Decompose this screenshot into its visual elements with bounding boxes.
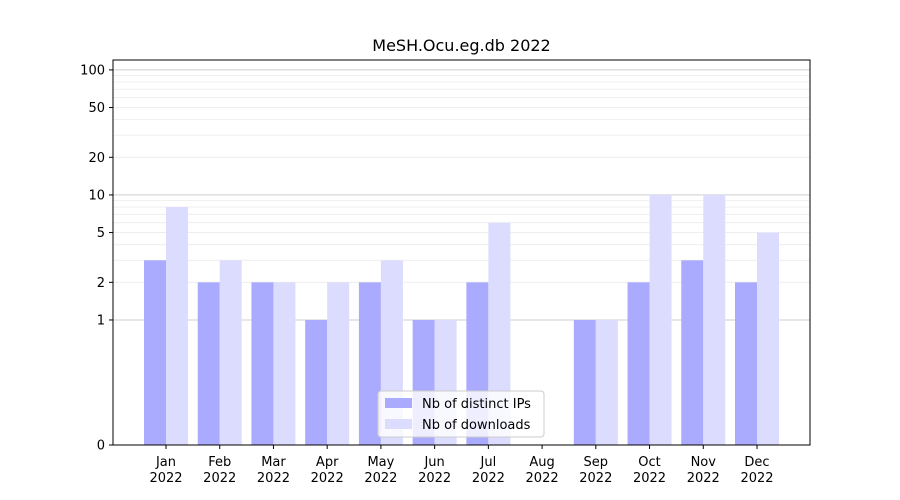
- legend-label: Nb of downloads: [422, 418, 531, 433]
- chart-title: MeSH.Ocu.eg.db 2022: [372, 36, 550, 55]
- bar: [627, 282, 650, 445]
- x-tick-sublabel: 2022: [311, 471, 344, 486]
- x-tick-label: Feb: [208, 455, 231, 470]
- x-tick-label: Jan: [155, 455, 176, 470]
- x-tick-label: Nov: [691, 455, 717, 470]
- y-tick-label: 10: [88, 188, 105, 203]
- x-tick-sublabel: 2022: [203, 471, 236, 486]
- y-tick-label: 0: [97, 439, 105, 454]
- y-tick-label: 5: [97, 226, 105, 241]
- x-tick-label: Jul: [480, 455, 497, 470]
- y-axis: 0 1 2 5 10 20 50 100: [80, 63, 113, 454]
- bar: [327, 282, 350, 445]
- bar: [573, 319, 596, 445]
- plot-frame: [112, 59, 811, 446]
- legend-box: [377, 390, 545, 438]
- legend: Nb of distinct IPs Nb of downloads: [377, 390, 545, 438]
- bar: [488, 222, 511, 445]
- x-axis: Jan2022Feb2022Mar2022Apr2022May2022Jun20…: [149, 445, 774, 486]
- bars: [144, 194, 779, 445]
- bar: [144, 260, 166, 445]
- y-tick-label: 1: [97, 313, 105, 328]
- y-tick-label: 20: [88, 151, 105, 166]
- x-tick-label: Jun: [423, 455, 444, 470]
- x-tick-sublabel: 2022: [740, 471, 773, 486]
- bar: [358, 282, 381, 445]
- grid: [113, 69, 810, 321]
- bar: [166, 207, 188, 445]
- x-tick-sublabel: 2022: [526, 471, 559, 486]
- y-tick-label: 2: [97, 276, 105, 291]
- x-tick-sublabel: 2022: [418, 471, 451, 486]
- x-tick-label: Sep: [584, 455, 609, 470]
- legend-label: Nb of distinct IPs: [422, 397, 531, 412]
- x-tick-label: Apr: [316, 455, 339, 470]
- x-tick-sublabel: 2022: [472, 471, 505, 486]
- legend-swatch: [385, 419, 412, 429]
- x-tick-sublabel: 2022: [579, 471, 612, 486]
- bar: [273, 282, 296, 445]
- y-tick-label: 50: [88, 101, 105, 116]
- x-tick-sublabel: 2022: [364, 471, 397, 486]
- bar: [649, 194, 672, 445]
- bar: [703, 194, 726, 445]
- x-tick-sublabel: 2022: [257, 471, 290, 486]
- x-tick-label: Dec: [744, 455, 769, 470]
- x-tick-label: Aug: [529, 455, 554, 470]
- x-tick-sublabel: 2022: [149, 471, 182, 486]
- bar: [681, 260, 704, 445]
- bar: [757, 232, 779, 445]
- legend-swatch: [385, 398, 412, 408]
- bar: [305, 319, 328, 445]
- bar: [197, 282, 220, 445]
- x-tick-label: Mar: [261, 455, 286, 470]
- x-tick-label: May: [367, 455, 394, 470]
- bar: [219, 260, 242, 445]
- x-tick-label: Oct: [638, 455, 660, 470]
- bar: [251, 282, 274, 445]
- x-tick-sublabel: 2022: [687, 471, 720, 486]
- bar: [735, 282, 757, 445]
- bar: [595, 319, 618, 445]
- x-tick-sublabel: 2022: [633, 471, 666, 486]
- y-tick-label: 100: [80, 63, 105, 78]
